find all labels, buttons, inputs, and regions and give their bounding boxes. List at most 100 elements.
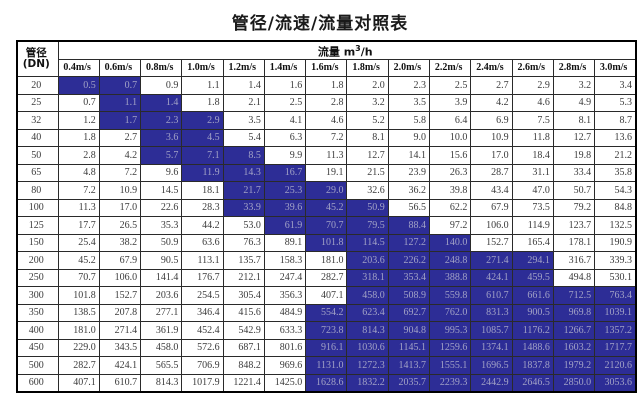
- flow-value-cell: 35.3: [140, 216, 183, 235]
- table-row-dn-400: 400 181.0 271.4 361.9 452.4 542.9 633.3 723.8 81…: [16, 321, 637, 340]
- flow-value-cell: 1696.5: [470, 356, 513, 375]
- velocity-header-0.8: 0.8m/s: [140, 58, 183, 77]
- table-row-dn-20: 20 0.5 0.7 0.9 1.1 1.4 1.6 1.8 2.0 2.3 2.5 2.7 2.9 3.…: [16, 76, 637, 95]
- flow-value-cell: 9.6: [140, 163, 183, 182]
- flow-value-cell: 1425.0: [263, 373, 307, 393]
- flow-value-cell: 2.7: [470, 76, 513, 95]
- flow-value-cell: 763.4: [594, 286, 637, 305]
- flow-value-cell: 101.8: [305, 233, 348, 252]
- flow-value-cell: 28.7: [470, 163, 513, 182]
- flow-value-cell: 35.8: [594, 163, 637, 182]
- flow-value-cell: 17.7: [57, 216, 100, 235]
- flow-value-cell: 4.6: [305, 111, 348, 130]
- flow-value-cell: 2.7: [98, 128, 142, 147]
- velocity-header-2.0: 2.0m/s: [387, 58, 431, 77]
- flow-value-cell: 106.0: [470, 216, 513, 235]
- table-row-dn-25: 25 0.7 1.1 1.4 1.8 2.1 2.5 2.8 3.2 3.5 3.9 4.2 4.6 4.…: [16, 93, 637, 112]
- flow-value-cell: 158.3: [263, 251, 307, 270]
- flow-value-cell: 712.5: [552, 286, 596, 305]
- flow-value-cell: 3.4: [594, 76, 637, 95]
- flow-value-cell: 2.8: [57, 146, 100, 165]
- flow-value-cell: 10.0: [429, 128, 472, 147]
- dn-cell: 450: [16, 338, 59, 357]
- diameter-header-line1: 管径: [25, 47, 47, 59]
- dn-cell: 150: [16, 233, 59, 252]
- table-row-dn-300: 300 101.8 152.7 203.6 254.5 305.4 356.3 407.1 45…: [16, 286, 637, 305]
- flow-table-body: 20 0.5 0.7 0.9 1.1 1.4 1.6 1.8 2.0 2.3 2.5 2.7 2.9 3.…: [16, 76, 637, 393]
- table-row-dn-100: 100 11.3 17.0 22.6 28.3 33.9 39.6 45.2 50.9 56.5 6…: [16, 198, 637, 217]
- flow-value-cell: 900.5: [511, 303, 554, 322]
- flow-value-cell: 70.7: [57, 268, 100, 287]
- flow-value-cell: 339.3: [594, 251, 637, 270]
- flow-value-cell: 26.5: [98, 216, 142, 235]
- flow-value-cell: 814.3: [346, 321, 389, 340]
- flow-value-cell: 1.1: [181, 76, 224, 95]
- flow-value-cell: 7.5: [511, 111, 554, 130]
- flow-value-cell: 3.9: [429, 93, 472, 112]
- flow-value-cell: 2646.5: [511, 373, 554, 393]
- flow-value-cell: 1221.4: [222, 373, 265, 393]
- flow-value-cell: 1.8: [57, 128, 100, 147]
- flow-value-cell: 45.2: [57, 251, 100, 270]
- flow-value-cell: 415.6: [222, 303, 265, 322]
- flow-value-cell: 559.8: [429, 286, 472, 305]
- flow-value-cell: 50.9: [346, 198, 389, 217]
- flow-value-cell: 5.4: [222, 128, 265, 147]
- flow-value-cell: 7.2: [305, 128, 348, 147]
- flow-value-cell: 1145.1: [387, 338, 431, 357]
- flow-value-cell: 1085.7: [470, 321, 513, 340]
- flow-value-cell: 88.4: [387, 216, 431, 235]
- flow-value-cell: 138.5: [57, 303, 100, 322]
- flow-value-cell: 1832.2: [346, 373, 389, 393]
- velocity-header-row: 0.4m/s 0.6m/s 0.8m/s 1.0m/s 1.2m/s 1.4m/s 1.6m…: [17, 58, 637, 77]
- flow-value-cell: 1131.0: [305, 356, 348, 375]
- velocity-header-1.6: 1.6m/s: [305, 58, 348, 77]
- flow-value-cell: 152.7: [98, 286, 142, 305]
- flow-value-cell: 814.3: [140, 373, 183, 393]
- flow-value-cell: 39.8: [429, 181, 472, 200]
- table-row-dn-125: 125 17.7 26.5 35.3 44.2 53.0 61.9 70.7 79.5 88.4 9…: [16, 216, 637, 235]
- flow-value-cell: 1628.6: [305, 373, 348, 393]
- flow-value-cell: 2.5: [429, 76, 472, 95]
- table-row-dn-600: 600 407.1 610.7 814.3 1017.9 1221.4 1425.0 1628…: [16, 373, 637, 393]
- flow-value-cell: 62.2: [429, 198, 472, 217]
- flow-value-cell: 135.7: [222, 251, 265, 270]
- table-row-dn-32: 32 1.2 1.7 2.3 2.9 3.5 4.1 4.6 5.2 5.8 6.4 6.9 7.5 8.…: [16, 111, 637, 130]
- flow-value-cell: 494.8: [552, 268, 596, 287]
- flow-value-cell: 1603.2: [552, 338, 596, 357]
- flow-rate-header: 流量 m3/h: [57, 40, 637, 60]
- flow-value-cell: 2.0: [346, 76, 389, 95]
- flow-value-cell: 801.6: [263, 338, 307, 357]
- flow-value-cell: 1176.2: [511, 321, 554, 340]
- flow-value-cell: 33.4: [552, 163, 596, 182]
- flow-value-cell: 706.9: [181, 356, 224, 375]
- flow-value-cell: 10.9: [98, 181, 142, 200]
- flow-value-cell: 53.0: [222, 216, 265, 235]
- flow-value-cell: 25.4: [57, 233, 100, 252]
- flow-value-cell: 12.7: [346, 146, 389, 165]
- flow-value-cell: 969.6: [263, 356, 307, 375]
- velocity-header-2.4: 2.4m/s: [470, 58, 513, 77]
- flow-value-cell: 5.2: [346, 111, 389, 130]
- flow-value-cell: 21.5: [346, 163, 389, 182]
- dn-cell: 250: [16, 268, 59, 287]
- flow-value-cell: 305.4: [222, 286, 265, 305]
- flow-value-cell: 610.7: [98, 373, 142, 393]
- flow-value-cell: 76.3: [222, 233, 265, 252]
- dn-cell: 300: [16, 286, 59, 305]
- flow-value-cell: 4.1: [263, 111, 307, 130]
- flow-value-cell: 2.8: [305, 93, 348, 112]
- flow-value-cell: 633.3: [263, 321, 307, 340]
- dn-cell: 200: [16, 251, 59, 270]
- flow-value-cell: 0.9: [140, 76, 183, 95]
- flow-value-cell: 572.6: [181, 338, 224, 357]
- flow-value-cell: 14.1: [387, 146, 431, 165]
- flow-value-cell: 50.9: [140, 233, 183, 252]
- flow-value-cell: 623.4: [346, 303, 389, 322]
- flow-value-cell: 45.2: [305, 198, 348, 217]
- flow-value-cell: 90.5: [140, 251, 183, 270]
- flow-value-cell: 687.1: [222, 338, 265, 357]
- flow-value-cell: 1259.6: [429, 338, 472, 357]
- flow-value-cell: 140.0: [429, 233, 472, 252]
